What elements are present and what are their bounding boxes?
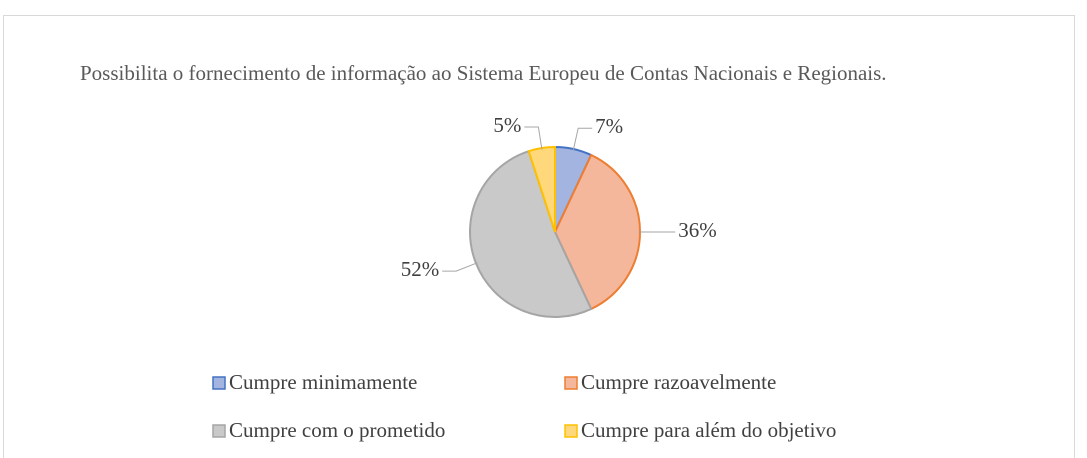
legend-swatch [564, 376, 578, 390]
legend-label: Cumpre para além do objetivo [581, 418, 836, 442]
chart-title: Possibilita o fornecimento de informação… [80, 61, 887, 85]
legend-swatch [212, 424, 226, 438]
data-label: 52% [401, 257, 440, 281]
leader-line [572, 127, 593, 151]
leader-line [442, 262, 478, 272]
data-label: 5% [493, 113, 521, 137]
legend-label: Cumpre razoavelmente [581, 370, 776, 394]
legend-label: Cumpre minimamente [229, 370, 417, 394]
chart-frame [3, 15, 1075, 458]
leader-line [524, 126, 543, 150]
legend-label: Cumpre com o prometido [229, 418, 445, 442]
data-label: 7% [595, 114, 623, 138]
data-label: 36% [678, 218, 717, 242]
legend-swatch [564, 424, 578, 438]
legend-swatch [212, 376, 226, 390]
